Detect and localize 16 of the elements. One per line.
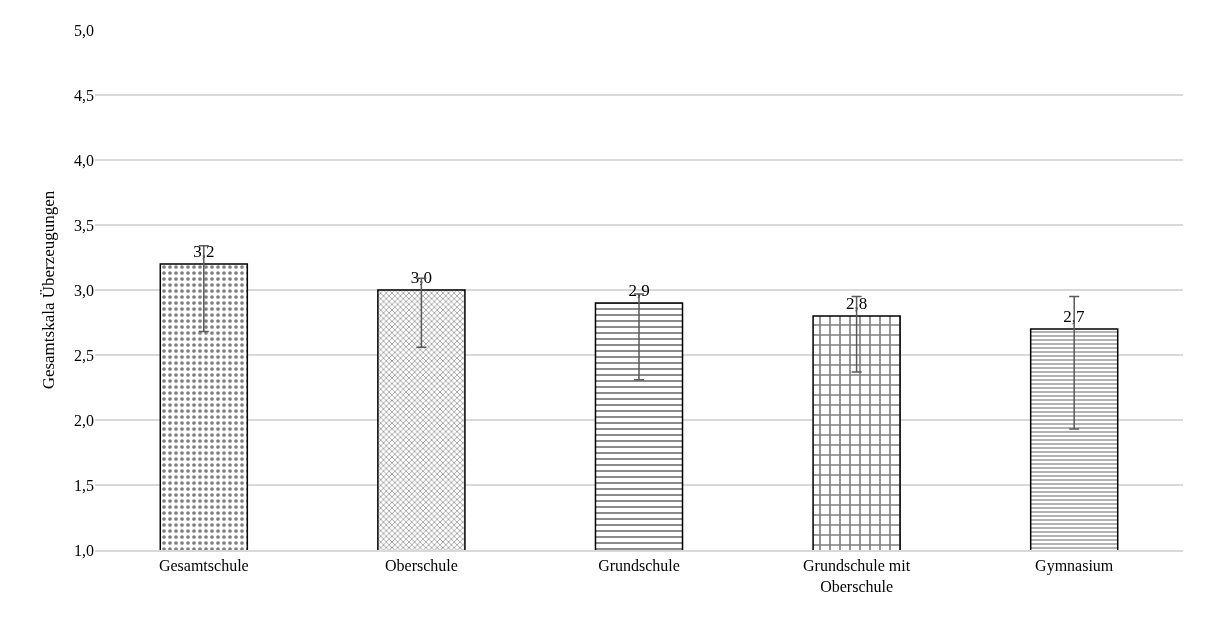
y-axis-title: Gesamtskala Überzeugungen [38, 190, 58, 390]
x-tick-label: Oberschule [384, 556, 458, 574]
y-tick-label: 1,0 [74, 541, 94, 559]
y-tick-label: 4,0 [74, 151, 94, 169]
y-tick-label: 4,5 [74, 86, 94, 104]
x-tick-label: Gesamtschule [158, 556, 249, 574]
y-tick-label: 2,0 [74, 411, 94, 429]
x-tick-label: Gymnasium [1035, 556, 1114, 575]
x-tick-label: Grundschule [598, 556, 680, 574]
y-tick-label: 5,0 [74, 21, 94, 39]
y-tick-label: 3,0 [74, 281, 94, 299]
y-tick-label: 2,5 [74, 346, 94, 364]
y-tick-label: 3,5 [74, 216, 94, 234]
data-label: 2,9 [628, 281, 650, 300]
y-tick-label: 1,5 [74, 476, 94, 494]
x-tick-label: Grundschule mit Oberschule [803, 556, 911, 595]
